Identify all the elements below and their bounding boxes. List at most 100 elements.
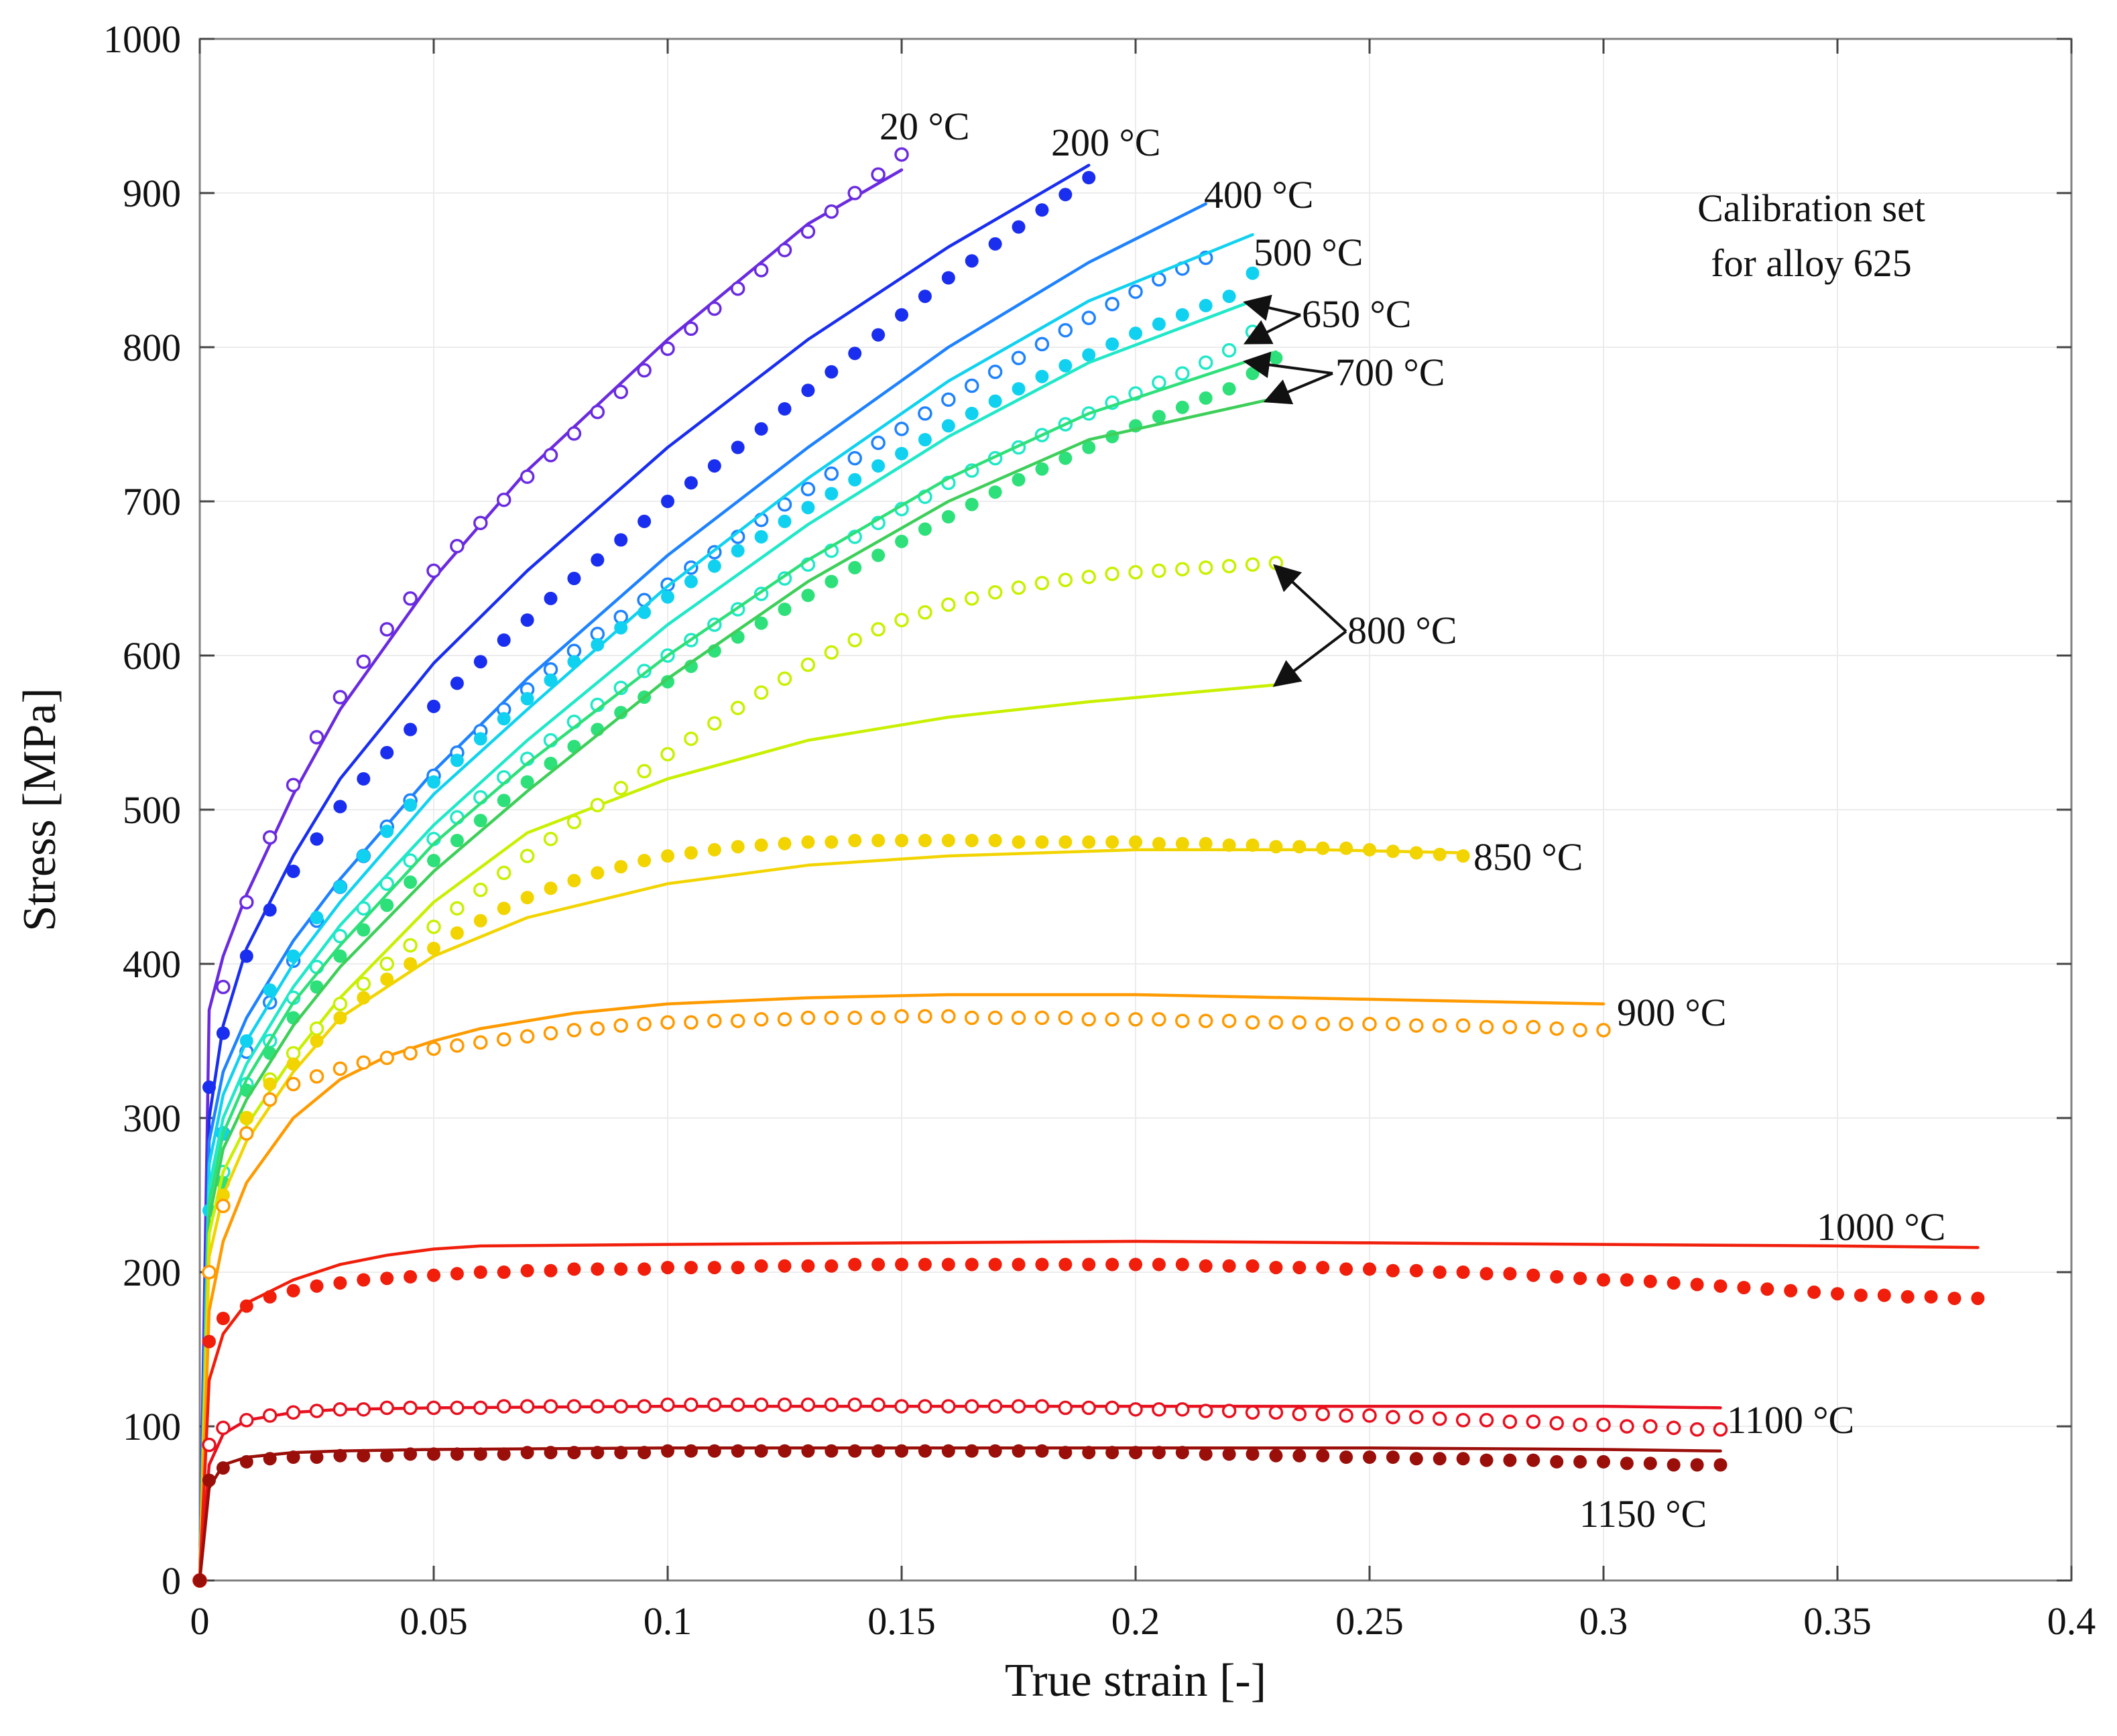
data-point-200-c	[357, 772, 371, 786]
data-point-850-c	[1082, 835, 1096, 849]
data-point-200-c	[544, 591, 558, 605]
y-tick-label: 600	[123, 634, 181, 678]
data-point-200-c	[520, 613, 534, 627]
data-point-1100-c	[800, 1398, 816, 1412]
data-point-800-c	[684, 731, 699, 746]
data-point-400-c	[1011, 351, 1026, 365]
data-point-1000-c	[801, 1259, 815, 1273]
data-point-900-c	[1502, 1019, 1518, 1035]
data-point-1150-c	[404, 1447, 418, 1461]
data-point-1100-c	[824, 1398, 839, 1412]
data-point-1100-c	[1386, 1410, 1400, 1424]
data-point-200-c	[591, 553, 605, 567]
data-point-900-c	[964, 1010, 979, 1026]
data-point-400-c	[824, 466, 839, 481]
data-point-1100-c	[286, 1405, 301, 1420]
data-point-1150-c	[1292, 1448, 1307, 1463]
data-point-700-c	[895, 534, 908, 548]
data-point-800-c	[613, 781, 628, 796]
data-point-1000-c	[1292, 1261, 1307, 1275]
data-point-800-c	[660, 747, 675, 761]
data-point-1000-c	[988, 1257, 1002, 1272]
data-point-850-c	[1105, 835, 1120, 849]
series-label: 900 °C	[1617, 991, 1726, 1034]
data-point-1100-c	[496, 1399, 511, 1414]
data-point-1100-c	[684, 1398, 699, 1412]
data-point-1000-c	[1947, 1292, 1961, 1306]
data-point-1150-c	[380, 1448, 394, 1463]
data-point-850-c	[754, 838, 768, 852]
data-point-1150-c	[1620, 1456, 1634, 1471]
y-tick-label: 400	[123, 942, 181, 986]
model-curve-700-c-model-2	[198, 396, 1278, 1583]
data-point-500-c	[357, 849, 371, 863]
data-point-500-c	[263, 983, 277, 997]
x-tick-label: 0	[190, 1599, 210, 1643]
series-700-c	[193, 350, 1283, 1587]
data-point-1000-c	[848, 1257, 862, 1272]
data-point-1100-c	[1198, 1404, 1213, 1418]
model-curve-1000-c	[198, 1239, 1980, 1583]
data-point-1000-c	[1105, 1257, 1120, 1272]
model-curve-800-c	[198, 683, 1278, 1583]
data-point-500-c	[1012, 382, 1026, 396]
data-point-1000-c	[661, 1261, 674, 1275]
data-point-1100-c	[590, 1399, 605, 1414]
data-point-20-c	[684, 321, 699, 336]
data-point-1150-c	[333, 1448, 347, 1463]
data-point-500-c	[754, 530, 768, 544]
data-point-1000-c	[1550, 1269, 1564, 1284]
data-point-400-c	[777, 497, 792, 512]
data-point-700-c	[1199, 391, 1213, 405]
model-curve-500-c	[198, 233, 1254, 1583]
data-point-800-c	[496, 865, 511, 881]
data-point-900-c	[1362, 1016, 1377, 1032]
data-point-20-c	[450, 538, 465, 554]
data-point-1100-c	[987, 1399, 1003, 1414]
series-label: 1000 °C	[1817, 1205, 1945, 1249]
data-point-900-c	[1432, 1018, 1447, 1033]
data-point-1000-c	[1667, 1276, 1681, 1290]
data-point-500-c	[1129, 326, 1142, 340]
annotation-arrows	[1243, 294, 1347, 687]
data-point-1000-c	[1737, 1281, 1751, 1294]
data-point-700-c	[1082, 440, 1096, 454]
data-point-1000-c	[427, 1268, 440, 1282]
data-point-1150-c	[988, 1444, 1002, 1458]
pointer-arrow	[1263, 372, 1333, 405]
data-point-1150-c	[520, 1446, 534, 1460]
data-point-850-c	[1316, 841, 1330, 855]
data-point-1100-c	[894, 1399, 909, 1414]
data-point-1150-c	[544, 1446, 558, 1460]
data-point-500-c	[1058, 359, 1073, 373]
data-point-500-c	[497, 712, 511, 726]
data-point-900-c	[894, 1009, 909, 1024]
calibration-note-line-2: for alloy 625	[1711, 241, 1912, 285]
data-point-900-c	[1526, 1019, 1541, 1035]
y-tick-label: 500	[123, 788, 181, 832]
data-point-850-c	[801, 835, 815, 849]
data-point-1100-c	[1620, 1419, 1634, 1434]
data-point-700-c	[1035, 462, 1049, 476]
data-point-900-c	[1573, 1023, 1587, 1038]
data-point-1150-c	[1222, 1447, 1236, 1461]
data-point-200-c	[848, 347, 862, 361]
data-point-1150-c	[1433, 1452, 1447, 1466]
data-point-500-c	[684, 574, 698, 588]
series-label: 20 °C	[880, 105, 969, 148]
data-point-700-c	[427, 853, 440, 867]
data-point-850-c	[871, 834, 886, 847]
data-point-800-c	[1128, 565, 1143, 580]
data-point-200-c	[473, 655, 487, 669]
data-point-850-c	[965, 834, 979, 847]
data-point-900-c	[590, 1021, 605, 1036]
data-point-900-c	[520, 1029, 535, 1044]
data-point-850-c	[848, 834, 862, 847]
data-point-1100-c	[309, 1404, 324, 1418]
data-point-1150-c	[965, 1444, 979, 1458]
y-tick-label: 1000	[103, 17, 181, 61]
data-point-900-c	[800, 1010, 816, 1026]
data-point-20-c	[637, 363, 652, 378]
x-tick-label: 0.35	[1803, 1599, 1872, 1643]
data-point-650-c	[1152, 375, 1166, 390]
